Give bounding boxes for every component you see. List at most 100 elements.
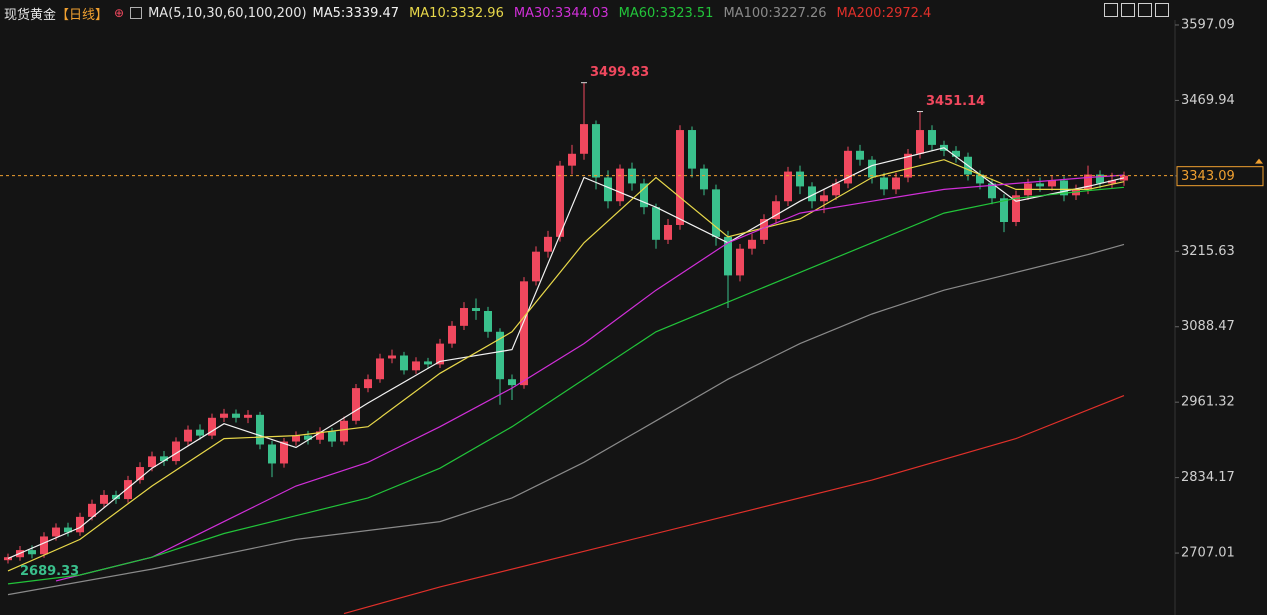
legend-entry: MA60:3323.51 <box>618 5 714 21</box>
ma-line <box>7 243 1125 596</box>
candle-body <box>196 429 204 436</box>
candle-body <box>952 150 960 157</box>
candle-body <box>904 153 912 178</box>
legend-entry: MA100:3227.26 <box>723 5 827 21</box>
candle-body <box>1012 195 1020 223</box>
candle-body <box>796 171 804 187</box>
candle-body <box>100 494 108 504</box>
candle-body <box>256 414 264 445</box>
y-tick-label: 3215.63 <box>1181 244 1235 259</box>
candle-body <box>664 224 672 240</box>
legend: MA5:3339.47 MA10:3332.96 MA30:3344.03 MA60:… <box>313 6 932 21</box>
candle-body <box>652 207 660 240</box>
candle-body <box>772 201 780 220</box>
legend-entry: MA30:3344.03 <box>513 5 609 21</box>
candle-body <box>616 168 624 202</box>
candle-body <box>184 429 192 442</box>
ma-line <box>343 395 1125 615</box>
indicator-label[interactable]: MA(5,10,30,60,100,200) <box>148 5 307 21</box>
candle-body <box>544 236 552 252</box>
candle-body <box>1108 180 1116 184</box>
candle-body <box>640 183 648 208</box>
candle-body <box>400 355 408 371</box>
candle-body <box>136 467 144 481</box>
indicator-icon[interactable] <box>130 7 143 19</box>
candle-body <box>760 219 768 240</box>
candle-body <box>364 379 372 389</box>
candle-body <box>928 130 936 145</box>
candle-body <box>328 431 336 442</box>
candle-body <box>748 239 756 249</box>
candle-body <box>376 358 384 380</box>
candle-body <box>568 153 576 166</box>
candle-body <box>1060 180 1068 196</box>
candle-body <box>460 308 468 326</box>
candle-body <box>64 527 72 533</box>
candles <box>4 82 1128 564</box>
candle-body <box>172 441 180 462</box>
candle-body <box>556 165 564 237</box>
chart-header: 现货黄金 【日线】 ⊕ MA(5,10,30,60,100,200) MA5:3… <box>4 3 931 23</box>
period-label[interactable]: 【日线】 <box>56 7 109 23</box>
candle-body <box>244 414 252 418</box>
candle-body <box>160 456 168 462</box>
candle-body <box>88 503 96 517</box>
candle-body <box>268 444 276 464</box>
candle-body <box>124 480 132 500</box>
candle-body <box>808 186 816 202</box>
ma-line <box>7 159 1125 572</box>
ma-line <box>55 174 1125 582</box>
candle-body <box>736 248 744 276</box>
tool-button[interactable] <box>1138 3 1152 17</box>
candle-body <box>304 435 312 440</box>
candle-body <box>724 236 732 276</box>
candle-body <box>412 361 420 371</box>
add-icon[interactable]: ⊕ <box>114 6 125 20</box>
candle-body <box>4 557 12 561</box>
candle-body <box>592 124 600 178</box>
ma-line <box>7 186 1125 585</box>
y-tick-label: 3088.47 <box>1181 319 1235 334</box>
candle-body <box>892 177 900 190</box>
candle-body <box>820 195 828 202</box>
candle-body <box>40 536 48 555</box>
candle-body <box>28 550 36 555</box>
low-label: 2689.33 <box>20 564 79 579</box>
candle-body <box>292 435 300 442</box>
candle-body <box>340 420 348 442</box>
last-price-arrow <box>1255 158 1263 164</box>
candle-body <box>868 159 876 178</box>
candle-body <box>520 281 528 386</box>
y-tick-label: 2961.32 <box>1181 395 1235 410</box>
tool-button[interactable] <box>1104 3 1118 17</box>
legend-entry: MA200:2972.4 <box>836 5 932 21</box>
candle-body <box>388 355 396 359</box>
candle-body <box>1084 174 1092 190</box>
legend-entry: MA10:3332.96 <box>409 5 504 21</box>
y-tick-label: 3469.94 <box>1181 93 1235 108</box>
candle-body <box>436 343 444 365</box>
candle-body <box>1048 180 1056 187</box>
candle-body <box>208 417 216 436</box>
candle-body <box>880 177 888 190</box>
candle-body <box>844 150 852 184</box>
candle-body <box>496 331 504 380</box>
candle-body <box>52 527 60 537</box>
candle-body <box>112 494 120 500</box>
last-price-label: 3343.09 <box>1181 169 1235 184</box>
candle-body <box>532 251 540 282</box>
candle-body <box>148 456 156 468</box>
candle-body <box>916 130 924 154</box>
tool-button[interactable] <box>1121 3 1135 17</box>
candle-body <box>1000 198 1008 223</box>
candle-body <box>448 325 456 344</box>
candle-body <box>280 441 288 464</box>
candle-body <box>424 361 432 365</box>
tool-button[interactable] <box>1155 3 1169 17</box>
candle-body <box>700 168 708 190</box>
candle-body <box>988 183 996 199</box>
candle-body <box>712 189 720 237</box>
candle-body <box>220 413 228 418</box>
